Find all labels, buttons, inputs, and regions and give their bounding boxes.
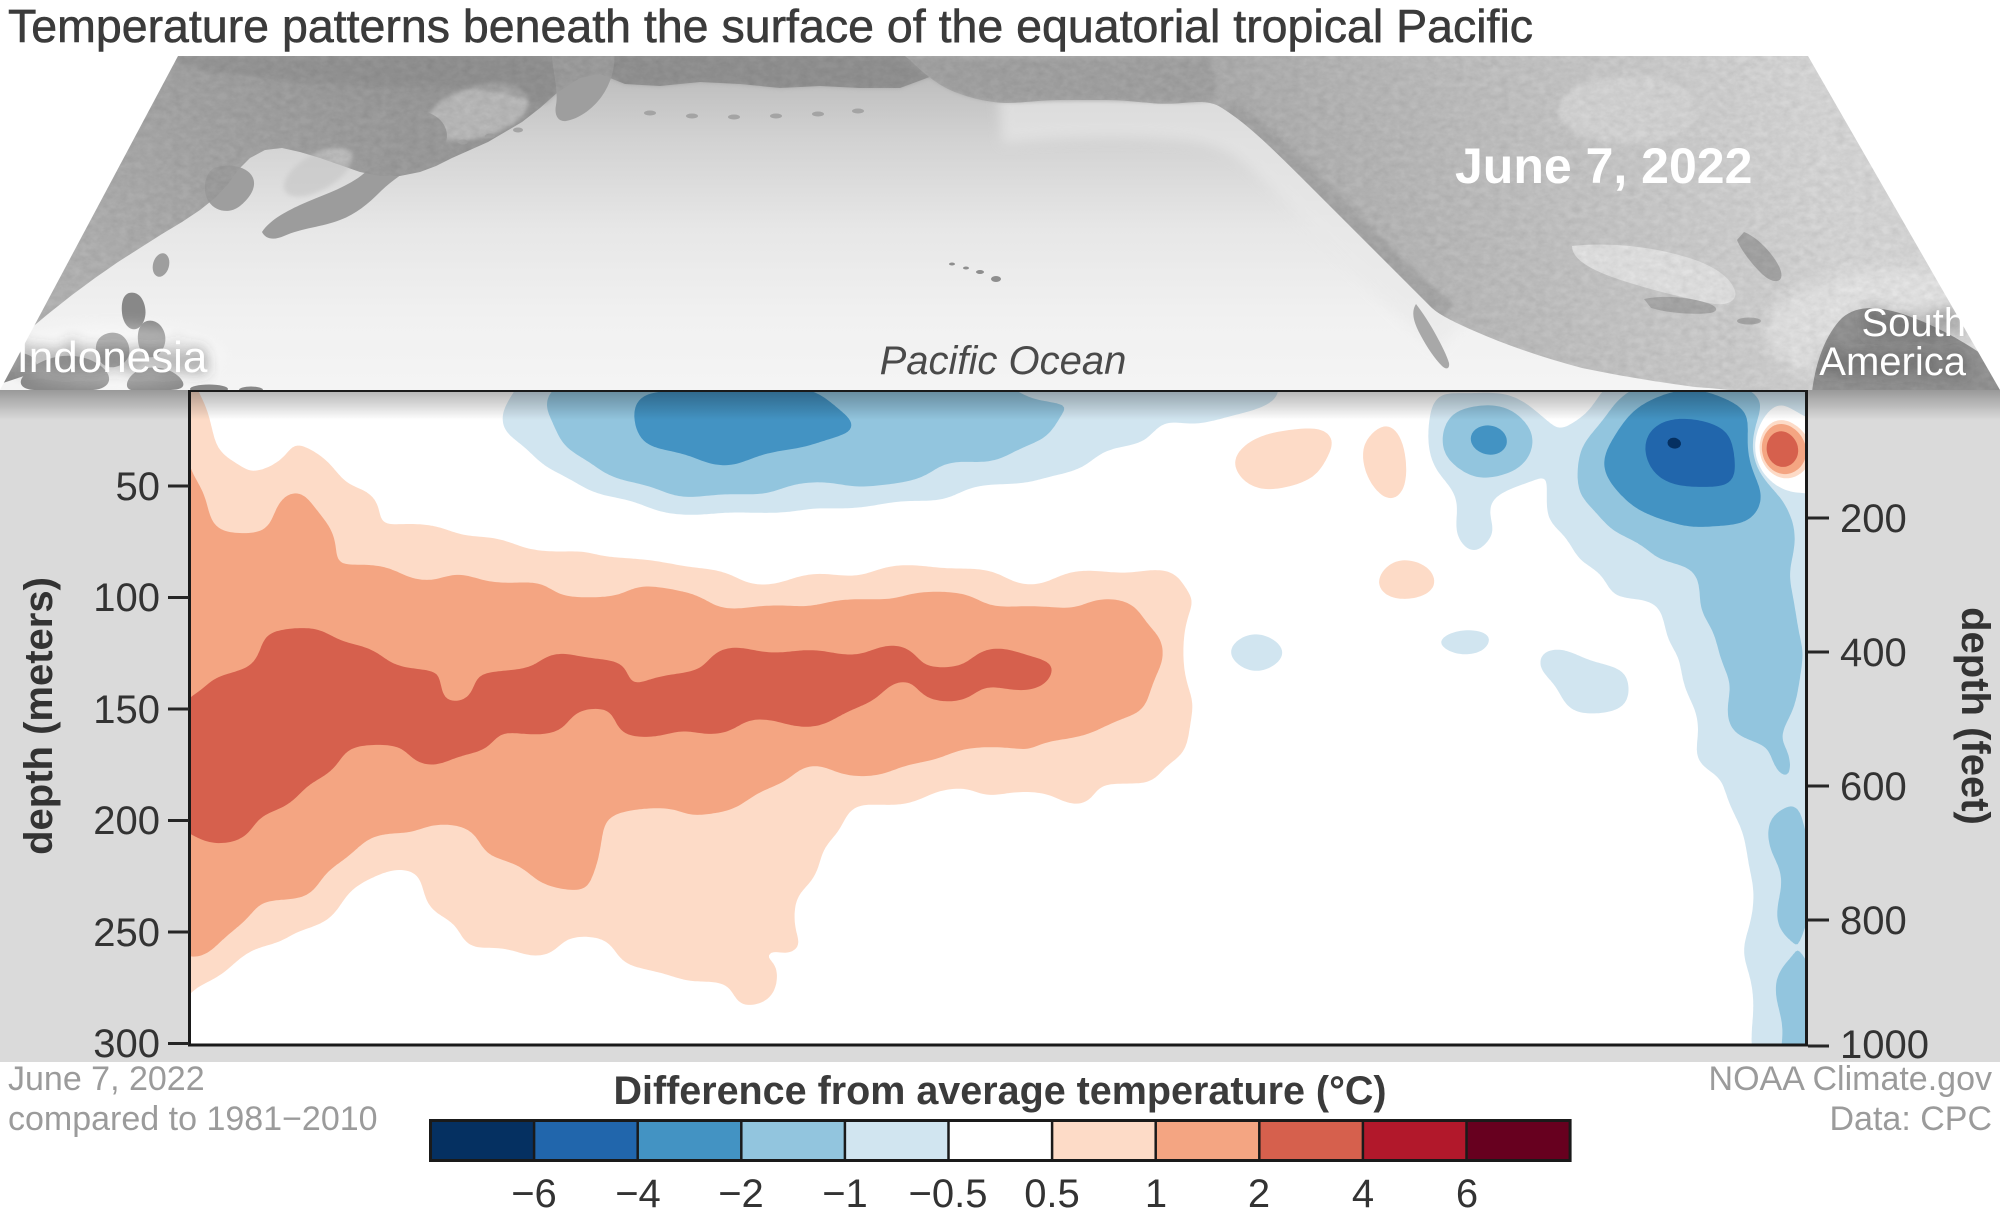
svg-text:100: 100 bbox=[93, 576, 160, 620]
svg-text:−2: −2 bbox=[718, 1172, 764, 1216]
svg-text:150: 150 bbox=[93, 688, 160, 732]
svg-text:compared to 1981−2010: compared to 1981−2010 bbox=[8, 1100, 378, 1138]
svg-text:depth (feet): depth (feet) bbox=[1953, 607, 1997, 825]
svg-text:0.5: 0.5 bbox=[1024, 1172, 1080, 1216]
svg-text:250: 250 bbox=[93, 911, 160, 955]
svg-text:600: 600 bbox=[1840, 765, 1907, 809]
svg-text:−4: −4 bbox=[615, 1172, 661, 1216]
svg-text:Indonesia: Indonesia bbox=[17, 333, 208, 382]
svg-text:Indonesia: Indonesia bbox=[17, 333, 208, 382]
svg-text:Pacific Ocean: Pacific Ocean bbox=[880, 339, 1127, 383]
svg-text:−0.5: −0.5 bbox=[909, 1172, 988, 1216]
svg-text:300: 300 bbox=[93, 1022, 160, 1066]
svg-text:Data: CPC: Data: CPC bbox=[1830, 1100, 1993, 1138]
svg-text:America: America bbox=[1819, 340, 1966, 384]
svg-text:50: 50 bbox=[116, 465, 161, 509]
svg-text:200: 200 bbox=[93, 799, 160, 843]
svg-text:NOAA Climate.gov: NOAA Climate.gov bbox=[1709, 1060, 1992, 1098]
svg-text:Difference from average temper: Difference from average temperature (°C) bbox=[613, 1069, 1386, 1113]
svg-text:June 7, 2022: June 7, 2022 bbox=[1455, 138, 1752, 194]
svg-text:June 7, 2022: June 7, 2022 bbox=[8, 1060, 205, 1098]
svg-text:6: 6 bbox=[1456, 1172, 1478, 1216]
svg-text:America: America bbox=[1819, 340, 1966, 384]
svg-text:800: 800 bbox=[1840, 899, 1907, 943]
svg-text:depth (meters): depth (meters) bbox=[17, 577, 61, 855]
svg-text:200: 200 bbox=[1840, 497, 1907, 541]
svg-text:Temperature patterns beneath t: Temperature patterns beneath the surface… bbox=[8, 0, 1533, 52]
svg-text:−1: −1 bbox=[822, 1172, 868, 1216]
svg-text:2: 2 bbox=[1248, 1172, 1270, 1216]
svg-text:South: South bbox=[1861, 301, 1966, 345]
svg-text:South: South bbox=[1861, 301, 1966, 345]
svg-text:−6: −6 bbox=[511, 1172, 557, 1216]
svg-text:1: 1 bbox=[1145, 1172, 1167, 1216]
svg-text:400: 400 bbox=[1840, 631, 1907, 675]
svg-text:1000: 1000 bbox=[1840, 1023, 1929, 1067]
svg-text:4: 4 bbox=[1352, 1172, 1374, 1216]
